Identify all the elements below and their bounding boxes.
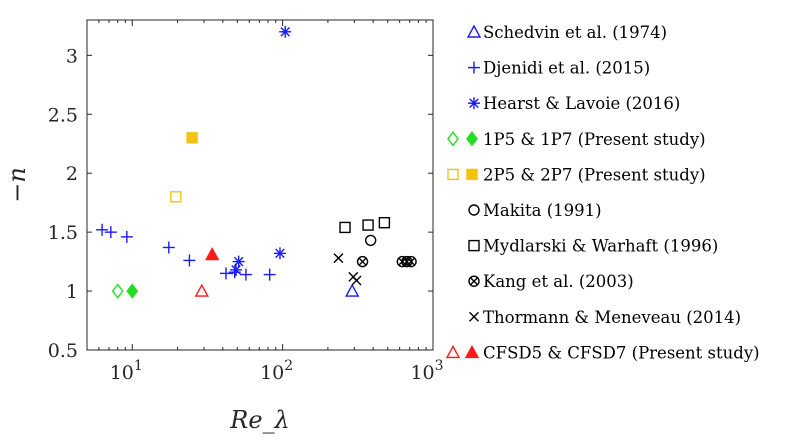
legend-marker — [468, 204, 480, 216]
x-tick-mantissa: 10 — [110, 362, 134, 384]
x-axis-title: Re_λ — [229, 406, 289, 434]
data-point-3-0 — [111, 283, 124, 299]
y-tick-label: 0.5 — [48, 340, 78, 362]
data-point-1-7 — [239, 268, 252, 281]
data-point-7-3 — [405, 255, 417, 268]
data-point-0-0 — [344, 283, 360, 297]
data-point-9-1 — [205, 247, 220, 261]
legend-marker — [447, 131, 459, 147]
legend-item: Thormann & Meneveau (2014) — [469, 308, 741, 327]
x-tick-exponent: 2 — [284, 358, 293, 374]
data-point-9-0 — [194, 283, 209, 297]
legend-label: Hearst & Lavoie (2016) — [483, 94, 680, 113]
legend-item: Makita (1991) — [468, 201, 602, 220]
legend-item: Kang et al. (2003) — [468, 272, 634, 291]
y-tick-label: 2 — [66, 163, 78, 185]
legend-label: 1P5 & 1P7 (Present study) — [483, 130, 706, 149]
legend-marker — [468, 61, 480, 74]
y-axis-title: −n — [3, 167, 31, 203]
legend-marker — [469, 311, 479, 322]
x-tick-mantissa: 10 — [410, 362, 434, 384]
plot-frame — [86, 19, 434, 351]
data-point-4-0 — [170, 191, 182, 203]
data-point-1-3 — [162, 241, 175, 254]
legend-label: Schedvin et al. (1974) — [483, 23, 667, 42]
legend-marker — [468, 97, 480, 110]
plot-marks — [96, 25, 417, 299]
legend-label: Djenidi et al. (2015) — [483, 59, 650, 78]
data-point-1-0 — [96, 223, 109, 236]
legend-marker — [447, 168, 459, 181]
legend-marker — [445, 344, 461, 359]
legend-label: Makita (1991) — [483, 201, 602, 220]
legend-item: CFSD5 & CFSD7 (Present study) — [445, 343, 760, 362]
data-point-8-0 — [333, 253, 344, 264]
data-point-8-2 — [351, 275, 362, 286]
data-point-6-2 — [378, 217, 391, 229]
legend-marker — [466, 168, 478, 181]
x-tick-label: 101 — [110, 358, 143, 384]
data-point-2-1 — [230, 263, 243, 276]
y-tick-label: 2.5 — [48, 104, 78, 126]
legend-label: Kang et al. (2003) — [483, 272, 634, 291]
data-point-1-5 — [219, 267, 232, 280]
legend-label: CFSD5 & CFSD7 (Present study) — [483, 343, 760, 362]
data-point-1-2 — [120, 230, 133, 243]
data-point-2-0 — [232, 255, 245, 268]
legend-marker — [468, 275, 480, 287]
legend-item: 2P5 & 2P7 (Present study) — [447, 165, 706, 184]
y-tick-label: 3 — [66, 45, 78, 67]
legend-item: Hearst & Lavoie (2016) — [468, 94, 680, 113]
x-tick-label: 103 — [410, 358, 443, 384]
data-point-7-0 — [356, 255, 369, 268]
legend-marker — [468, 239, 480, 252]
data-point-4-1 — [186, 132, 198, 144]
legend-label: Mydlarski & Warhaft (1996) — [483, 237, 718, 256]
legend-item: Mydlarski & Warhaft (1996) — [468, 237, 718, 256]
y-tick-label: 1.5 — [48, 222, 78, 244]
legend-item: Djenidi et al. (2015) — [468, 59, 650, 78]
data-point-1-8 — [263, 268, 276, 281]
data-point-2-3 — [279, 25, 292, 38]
data-point-1-1 — [104, 226, 117, 239]
data-point-6-1 — [362, 219, 374, 231]
legend-label: Thormann & Meneveau (2014) — [483, 308, 741, 327]
x-tick-exponent: 1 — [134, 358, 143, 374]
legend-marker — [466, 24, 482, 38]
legend-item: Schedvin et al. (1974) — [466, 23, 667, 42]
y-tick-label: 1 — [66, 281, 78, 303]
legend: Schedvin et al. (1974) Djenidi et al. (20… — [445, 23, 760, 362]
data-point-5-0 — [364, 234, 377, 247]
data-point-1-4 — [183, 254, 196, 267]
legend-item: 1P5 & 1P7 (Present study) — [447, 130, 706, 149]
data-point-3-1 — [126, 283, 139, 299]
data-point-2-2 — [273, 247, 286, 260]
legend-label: 2P5 & 2P7 (Present study) — [483, 165, 706, 184]
legend-marker — [466, 131, 478, 147]
legend-marker — [464, 344, 480, 359]
x-tick-label: 102 — [260, 358, 293, 384]
x-tick-mantissa: 10 — [260, 362, 284, 384]
x-tick-exponent: 3 — [435, 358, 444, 374]
data-point-6-0 — [339, 221, 351, 234]
